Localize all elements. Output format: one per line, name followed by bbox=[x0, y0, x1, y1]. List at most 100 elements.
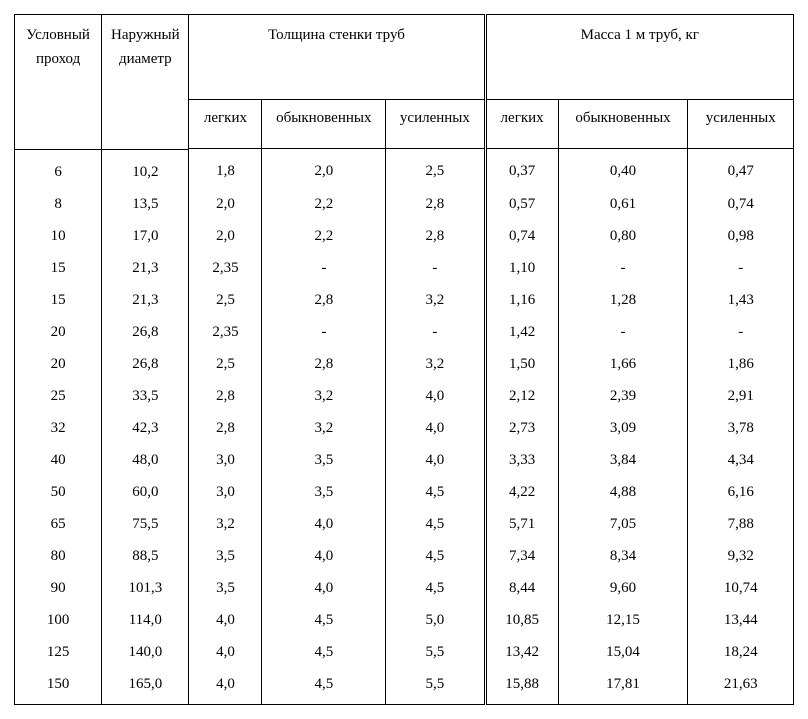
cell-m_rein: 0,98 bbox=[688, 220, 794, 252]
cell-cond: 8 bbox=[15, 188, 102, 220]
cell-m_light: 1,16 bbox=[485, 284, 558, 316]
table-row: 100114,04,04,55,010,8512,1513,44 bbox=[15, 604, 794, 636]
cell-m_ord: 0,61 bbox=[558, 188, 688, 220]
cell-m_rein: 7,88 bbox=[688, 508, 794, 540]
cell-m_light: 2,73 bbox=[485, 412, 558, 444]
cell-m_rein: 13,44 bbox=[688, 604, 794, 636]
cell-cond: 15 bbox=[15, 252, 102, 284]
cell-t_rein: 4,5 bbox=[386, 508, 485, 540]
cell-m_ord: 4,88 bbox=[558, 476, 688, 508]
cell-diam: 140,0 bbox=[102, 636, 189, 668]
cell-m_rein: 0,74 bbox=[688, 188, 794, 220]
cell-diam: 13,5 bbox=[102, 188, 189, 220]
cell-t_rein: 4,5 bbox=[386, 572, 485, 604]
cell-m_ord: 9,60 bbox=[558, 572, 688, 604]
cell-cond: 20 bbox=[15, 348, 102, 380]
cell-m_ord: 1,28 bbox=[558, 284, 688, 316]
cell-m_light: 1,42 bbox=[485, 316, 558, 348]
cell-t_light: 2,0 bbox=[189, 220, 262, 252]
cell-m_ord: 17,81 bbox=[558, 668, 688, 705]
cell-t_ord: 2,0 bbox=[262, 149, 386, 188]
cell-diam: 26,8 bbox=[102, 316, 189, 348]
cell-t_ord: 2,2 bbox=[262, 188, 386, 220]
cell-t_ord: - bbox=[262, 252, 386, 284]
cell-m_light: 3,33 bbox=[485, 444, 558, 476]
cell-m_rein: 9,32 bbox=[688, 540, 794, 572]
cell-m_light: 10,85 bbox=[485, 604, 558, 636]
sub-mass-reinforced: усиленных bbox=[688, 100, 794, 149]
cell-diam: 26,8 bbox=[102, 348, 189, 380]
cell-m_ord: 3,84 bbox=[558, 444, 688, 476]
table-row: 2026,82,35--1,42-- bbox=[15, 316, 794, 348]
cell-m_rein: 3,78 bbox=[688, 412, 794, 444]
col-outer-diameter: Наружный диаметр bbox=[102, 15, 189, 149]
pipe-spec-table: Условный проход Наружный диаметр Толщина… bbox=[14, 14, 794, 705]
table-row: 610,21,82,02,50,370,400,47 bbox=[15, 149, 794, 188]
cell-m_ord: 15,04 bbox=[558, 636, 688, 668]
col-group-thickness: Толщина стенки труб bbox=[189, 15, 485, 100]
table-row: 8088,53,54,04,57,348,349,32 bbox=[15, 540, 794, 572]
cell-t_light: 2,35 bbox=[189, 252, 262, 284]
cell-m_ord: - bbox=[558, 316, 688, 348]
cell-m_light: 13,42 bbox=[485, 636, 558, 668]
cell-t_ord: 3,5 bbox=[262, 476, 386, 508]
cell-diam: 114,0 bbox=[102, 604, 189, 636]
cell-t_ord: 4,5 bbox=[262, 636, 386, 668]
cell-t_ord: 4,5 bbox=[262, 604, 386, 636]
cell-t_rein: 4,0 bbox=[386, 380, 485, 412]
cell-m_light: 0,57 bbox=[485, 188, 558, 220]
cell-t_ord: 4,0 bbox=[262, 508, 386, 540]
cell-m_light: 1,10 bbox=[485, 252, 558, 284]
cell-t_rein: 5,5 bbox=[386, 668, 485, 705]
cell-cond: 6 bbox=[15, 149, 102, 188]
cell-cond: 32 bbox=[15, 412, 102, 444]
cell-m_light: 4,22 bbox=[485, 476, 558, 508]
cell-m_ord: 1,66 bbox=[558, 348, 688, 380]
cell-t_rein: 4,5 bbox=[386, 476, 485, 508]
table-row: 3242,32,83,24,02,733,093,78 bbox=[15, 412, 794, 444]
cell-cond: 80 bbox=[15, 540, 102, 572]
cell-t_ord: 2,8 bbox=[262, 284, 386, 316]
cell-m_light: 15,88 bbox=[485, 668, 558, 705]
cell-t_ord: 3,2 bbox=[262, 412, 386, 444]
table-header: Условный проход Наружный диаметр Толщина… bbox=[15, 15, 794, 150]
cell-cond: 90 bbox=[15, 572, 102, 604]
cell-cond: 20 bbox=[15, 316, 102, 348]
cell-t_light: 4,0 bbox=[189, 668, 262, 705]
cell-t_ord: 3,2 bbox=[262, 380, 386, 412]
cell-m_light: 1,50 bbox=[485, 348, 558, 380]
cell-m_ord: 0,80 bbox=[558, 220, 688, 252]
cell-t_ord: 4,0 bbox=[262, 540, 386, 572]
cell-m_light: 0,37 bbox=[485, 149, 558, 188]
cell-t_ord: - bbox=[262, 316, 386, 348]
table-row: 1017,02,02,22,80,740,800,98 bbox=[15, 220, 794, 252]
col-conditional-pass: Условный проход bbox=[15, 15, 102, 149]
cell-t_rein: 2,5 bbox=[386, 149, 485, 188]
cell-m_rein: - bbox=[688, 316, 794, 348]
cell-t_light: 4,0 bbox=[189, 604, 262, 636]
cell-cond: 65 bbox=[15, 508, 102, 540]
cell-t_ord: 3,5 bbox=[262, 444, 386, 476]
cell-cond: 100 bbox=[15, 604, 102, 636]
table-row: 2533,52,83,24,02,122,392,91 bbox=[15, 380, 794, 412]
cell-t_ord: 4,0 bbox=[262, 572, 386, 604]
cell-diam: 60,0 bbox=[102, 476, 189, 508]
cell-m_light: 2,12 bbox=[485, 380, 558, 412]
cell-diam: 21,3 bbox=[102, 252, 189, 284]
cell-t_light: 2,8 bbox=[189, 412, 262, 444]
cell-m_ord: 7,05 bbox=[558, 508, 688, 540]
cell-cond: 25 bbox=[15, 380, 102, 412]
cell-t_light: 1,8 bbox=[189, 149, 262, 188]
cell-t_rein: 5,5 bbox=[386, 636, 485, 668]
cell-t_light: 3,5 bbox=[189, 572, 262, 604]
cell-cond: 10 bbox=[15, 220, 102, 252]
cell-diam: 42,3 bbox=[102, 412, 189, 444]
cell-m_rein: - bbox=[688, 252, 794, 284]
col-group-mass: Масса 1 м труб, кг bbox=[485, 15, 793, 100]
cell-diam: 48,0 bbox=[102, 444, 189, 476]
table-row: 125140,04,04,55,513,4215,0418,24 bbox=[15, 636, 794, 668]
cell-t_light: 2,8 bbox=[189, 380, 262, 412]
table-row: 90101,33,54,04,58,449,6010,74 bbox=[15, 572, 794, 604]
cell-t_ord: 4,5 bbox=[262, 668, 386, 705]
cell-m_light: 5,71 bbox=[485, 508, 558, 540]
